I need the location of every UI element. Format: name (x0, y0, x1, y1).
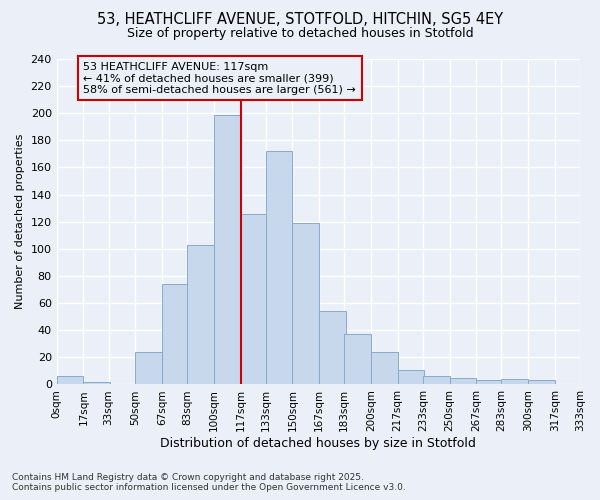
Y-axis label: Number of detached properties: Number of detached properties (15, 134, 25, 310)
Bar (502, 379, 528, 384)
Bar (449, 378, 476, 384)
Bar (398, 370, 424, 384)
Bar (423, 376, 449, 384)
Bar (266, 151, 292, 384)
Bar (162, 284, 188, 384)
Bar (371, 352, 398, 384)
Text: Contains HM Land Registry data © Crown copyright and database right 2025.
Contai: Contains HM Land Registry data © Crown c… (12, 473, 406, 492)
Bar (56, 376, 83, 384)
Bar (187, 245, 214, 384)
X-axis label: Distribution of detached houses by size in Stotfold: Distribution of detached houses by size … (160, 437, 476, 450)
Bar (476, 380, 503, 384)
Text: Size of property relative to detached houses in Stotfold: Size of property relative to detached ho… (127, 28, 473, 40)
Bar (241, 214, 267, 384)
Bar (319, 311, 346, 384)
Bar (292, 223, 319, 384)
Bar (344, 334, 371, 384)
Text: 53, HEATHCLIFF AVENUE, STOTFOLD, HITCHIN, SG5 4EY: 53, HEATHCLIFF AVENUE, STOTFOLD, HITCHIN… (97, 12, 503, 28)
Bar (528, 380, 555, 384)
Bar (83, 382, 110, 384)
Bar (135, 352, 162, 384)
Text: 53 HEATHCLIFF AVENUE: 117sqm
← 41% of detached houses are smaller (399)
58% of s: 53 HEATHCLIFF AVENUE: 117sqm ← 41% of de… (83, 62, 356, 95)
Bar (214, 114, 241, 384)
